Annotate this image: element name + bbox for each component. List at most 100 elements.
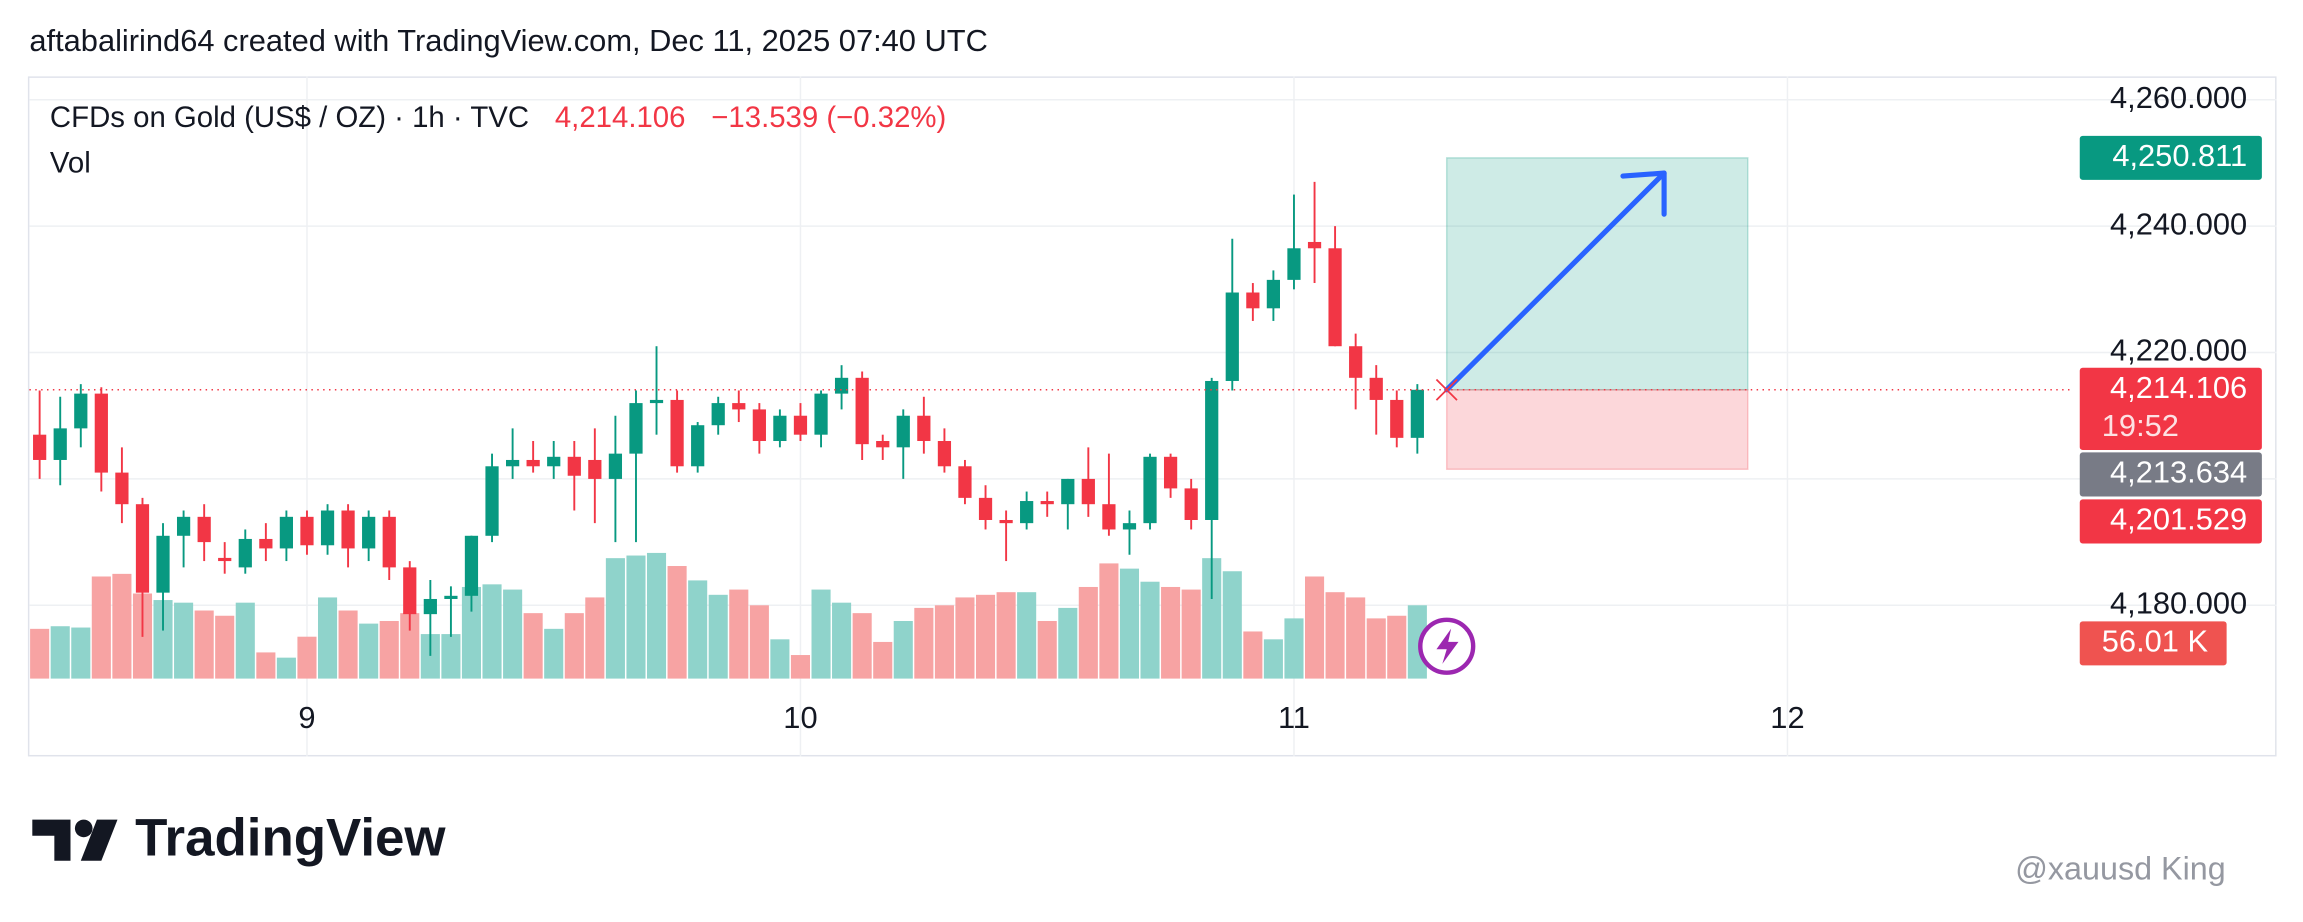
volume-bar — [975, 594, 996, 679]
candle-body — [855, 377, 869, 445]
volume-bar — [749, 605, 769, 679]
x-tick-label: 12 — [1770, 700, 1804, 735]
volume-bar — [852, 613, 872, 679]
volume-bar — [1284, 618, 1304, 679]
volume-bar — [1263, 639, 1283, 679]
volume-bar — [482, 584, 502, 679]
candle-body — [1246, 292, 1260, 309]
candle-body — [135, 504, 150, 593]
candle-body — [382, 516, 396, 568]
volume-bar — [153, 600, 173, 679]
volume-bar — [708, 594, 728, 679]
brand-logo — [32, 819, 118, 861]
volume-bar — [1078, 586, 1098, 679]
volume-bar — [667, 566, 687, 679]
price-tag — [2079, 367, 2262, 451]
volume-bar — [523, 613, 543, 679]
candle-body — [362, 516, 376, 549]
candle-body — [999, 519, 1013, 524]
volume-bar — [112, 573, 132, 679]
volume-bar — [1119, 568, 1140, 679]
candle-body — [506, 459, 520, 467]
candle-body — [444, 595, 458, 599]
volume-bar — [688, 580, 708, 679]
candle-body — [1205, 380, 1219, 520]
volume-bar — [194, 610, 214, 679]
crosshair — [1435, 378, 1458, 401]
candle-body — [937, 441, 952, 467]
candle-body — [958, 466, 972, 498]
volume-tag — [2079, 621, 2227, 666]
volume-bar — [790, 655, 811, 679]
candle-body — [300, 516, 314, 546]
price-tag — [2079, 135, 2262, 180]
candle-body — [1349, 346, 1363, 378]
candle-body — [834, 377, 849, 394]
candle-body — [1390, 399, 1404, 438]
candle-body — [526, 459, 540, 467]
arrow — [1444, 170, 1667, 393]
candle-body — [197, 516, 211, 543]
volume-bar — [379, 620, 399, 679]
header: aftabalirind64 created with TradingView.… — [29, 23, 987, 58]
candle-body — [1410, 389, 1424, 438]
candle-body — [1328, 248, 1342, 347]
candle-body — [176, 516, 191, 536]
watermark: @xauusd King — [2015, 851, 2226, 887]
volume-bar — [174, 602, 194, 679]
candle-body — [978, 497, 993, 520]
candle-body — [341, 510, 355, 549]
legend: CFDs on Gold (US$ / OZ) · 1h · TVC 4,214… — [50, 101, 946, 134]
price-tag-label: 4,201.529 — [2110, 502, 2247, 537]
volume-bar — [1161, 586, 1181, 679]
candle-body — [259, 538, 273, 549]
volume-bar — [1387, 615, 1407, 679]
candle-body — [1020, 501, 1034, 524]
volume-bar — [1366, 618, 1386, 679]
volume-bar — [770, 639, 790, 679]
candle-body — [53, 428, 67, 460]
volume-bar — [1305, 576, 1325, 679]
volume-bar — [215, 615, 235, 679]
volume-bar — [893, 620, 913, 679]
candle-body — [896, 415, 910, 448]
price-tag — [2079, 452, 2262, 497]
candle-body — [1122, 523, 1137, 530]
candle-body — [464, 535, 479, 596]
candle-body — [1081, 478, 1095, 505]
change: −13.539 (−0.32%) — [711, 101, 946, 134]
volume-bar — [811, 589, 831, 679]
brand: TradingView — [135, 809, 446, 868]
volume-bar — [461, 586, 481, 679]
volume-bar — [30, 628, 50, 679]
volume-bar — [585, 597, 605, 679]
candle-body — [1287, 248, 1301, 280]
candle-body — [711, 403, 725, 426]
volume-bar — [276, 657, 296, 679]
volume-bar — [626, 555, 646, 679]
candle-body — [649, 399, 664, 404]
symbol-title: CFDs on Gold (US$ / OZ) · 1h · TVC — [50, 101, 529, 134]
y-tick-label: 4,240.000 — [2110, 206, 2247, 241]
volume-bar — [955, 597, 975, 679]
x-tick-label: 10 — [783, 700, 817, 735]
candle-body — [485, 466, 499, 536]
price-tag-label: 4,214.106 — [2110, 370, 2247, 405]
candle-body — [423, 598, 437, 615]
volume-bar — [50, 626, 70, 679]
price-tag-countdown: 19:52 — [2102, 408, 2179, 443]
y-tick-label: 4,180.000 — [2110, 585, 2247, 620]
volume-bar — [1325, 592, 1345, 679]
candle-body — [33, 434, 47, 460]
candle-body — [218, 557, 232, 562]
volume-bar — [235, 602, 255, 679]
price-tag-label: 4,213.634 — [2110, 455, 2247, 490]
candle-body — [403, 567, 417, 615]
candle-body — [670, 399, 684, 467]
volume-bar — [359, 623, 379, 679]
target-zone — [1445, 157, 1749, 391]
volume-bar — [646, 552, 667, 679]
volume-bar — [544, 628, 564, 679]
volume-bar — [318, 597, 338, 679]
